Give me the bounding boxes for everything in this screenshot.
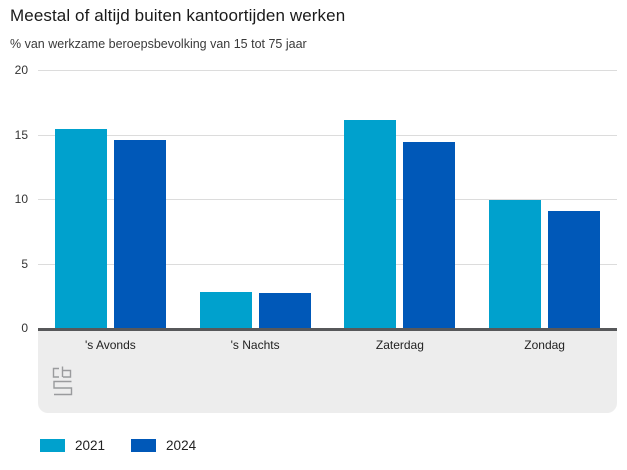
bar-2024[interactable] (113, 139, 166, 328)
bar-2021[interactable] (199, 291, 252, 328)
y-tick-label: 0 (21, 321, 28, 335)
chart-legend: 2021 2024 (40, 438, 196, 453)
bar-2021[interactable] (54, 129, 107, 328)
y-tick-label: 15 (14, 127, 28, 142)
chart-title: Meestal of altijd buiten kantoortijden w… (10, 6, 346, 25)
legend-item-2024[interactable]: 2024 (131, 438, 196, 453)
plot-area (38, 70, 617, 328)
bar-2021[interactable] (489, 200, 542, 328)
bar-2024[interactable] (258, 293, 311, 328)
x-axis-baseline (38, 328, 617, 331)
axis-footer-panel: 's Avonds 's Nachts Zaterdag Zondag (38, 331, 617, 413)
cbs-logo-b (61, 366, 72, 378)
y-tick-label: 20 (14, 63, 28, 77)
bar-series-container (38, 70, 617, 328)
bar-group--s-nachts (183, 70, 328, 328)
y-tick-label: 5 (21, 256, 28, 271)
gridline (38, 70, 617, 71)
cbs-logo-c (52, 367, 59, 378)
legend-label: 2021 (75, 438, 106, 453)
gridline (38, 134, 617, 136)
y-tick-label: 10 (14, 192, 28, 206)
legend-swatch (40, 439, 65, 452)
category-label: 's Avonds (84, 338, 136, 352)
bar-2024[interactable] (548, 210, 601, 328)
category-label: Zaterdag (375, 338, 424, 352)
cbs-logo-s (53, 380, 73, 396)
category-label: 's Nachts (230, 338, 280, 352)
gridline (38, 199, 617, 200)
cbs-logo (52, 366, 73, 396)
bar-2024[interactable] (403, 142, 456, 328)
category-label: Zondag (524, 338, 565, 352)
legend-label: 2024 (166, 438, 197, 453)
bar-group-zondag (472, 70, 617, 328)
legend-swatch (131, 439, 157, 452)
bar-2021[interactable] (344, 120, 397, 328)
category-labels: 's Avonds 's Nachts Zaterdag Zondag (38, 331, 617, 352)
gridline (38, 263, 617, 265)
bar-group-zaterdag (328, 70, 473, 328)
legend-item-2021[interactable]: 2021 (40, 438, 105, 453)
bar-group--s-avonds (38, 70, 183, 328)
chart-subtitle: % van werkzame beroepsbevolking van 15 t… (10, 37, 307, 51)
